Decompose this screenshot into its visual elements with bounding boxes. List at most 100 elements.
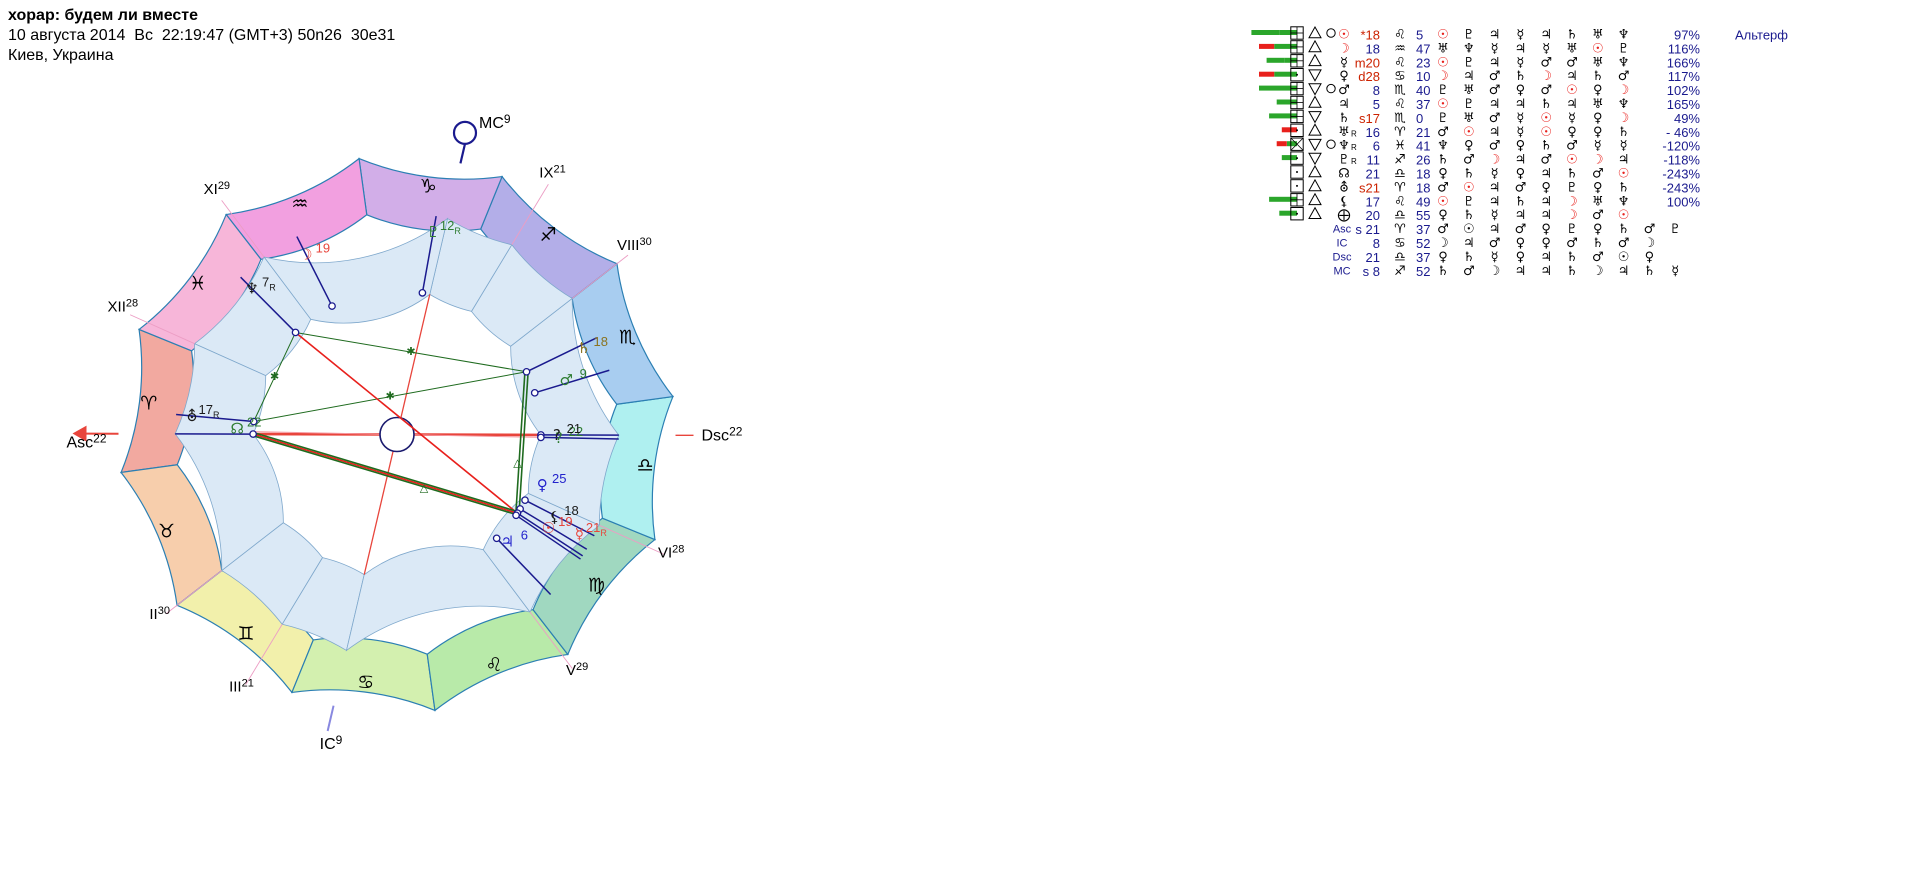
svg-text:♃: ♃ bbox=[1489, 97, 1501, 112]
svg-text:♀: ♀ bbox=[1541, 222, 1551, 237]
svg-text:♀: ♀ bbox=[1339, 69, 1349, 84]
svg-text:♇: ♇ bbox=[1618, 41, 1630, 56]
svg-text:☿: ☿ bbox=[1516, 28, 1524, 43]
svg-text:♃: ♃ bbox=[1489, 180, 1501, 195]
svg-text:♂: ♂ bbox=[1566, 236, 1578, 251]
svg-text:♈: ♈ bbox=[1394, 180, 1406, 195]
svg-text:♄: ♄ bbox=[1463, 208, 1475, 223]
svg-text:♇: ♇ bbox=[1669, 222, 1681, 237]
svg-text:♆: ♆ bbox=[1463, 41, 1475, 56]
svg-text:☉: ☉ bbox=[1592, 41, 1604, 56]
svg-text:♂: ♂ bbox=[1463, 264, 1475, 279]
svg-text:0: 0 bbox=[1416, 111, 1423, 126]
svg-text:♎: ♎ bbox=[1394, 250, 1406, 265]
svg-text:♄: ♄ bbox=[1618, 180, 1630, 195]
svg-text:♃: ♃ bbox=[1515, 264, 1527, 279]
svg-text:♈: ♈ bbox=[1394, 222, 1406, 237]
svg-text:♀: ♀ bbox=[1593, 180, 1603, 195]
svg-text:102%: 102% bbox=[1667, 83, 1701, 98]
svg-text:d28: d28 bbox=[1358, 69, 1380, 84]
svg-text:♋: ♋ bbox=[1394, 236, 1406, 251]
svg-text:☽: ☽ bbox=[1489, 264, 1501, 279]
svg-text:♆: ♆ bbox=[1618, 194, 1630, 209]
svg-text:♅: ♅ bbox=[1338, 125, 1350, 140]
svg-text:♅: ♅ bbox=[1592, 194, 1604, 209]
svg-text:♂: ♂ bbox=[1489, 83, 1501, 98]
svg-text:♄: ♄ bbox=[1566, 167, 1578, 182]
svg-text:♀: ♀ bbox=[1516, 139, 1526, 154]
svg-text:IC: IC bbox=[1337, 238, 1348, 250]
svg-text:37: 37 bbox=[1416, 250, 1430, 265]
svg-text:11: 11 bbox=[1367, 153, 1381, 168]
svg-text:117%: 117% bbox=[1668, 69, 1701, 84]
svg-text:♄: ♄ bbox=[1540, 97, 1552, 112]
svg-text:8: 8 bbox=[1373, 236, 1380, 251]
svg-text:♂: ♂ bbox=[1338, 83, 1350, 98]
svg-text:♀: ♀ bbox=[1593, 83, 1603, 98]
svg-text:♄: ♄ bbox=[1618, 222, 1630, 237]
svg-text:♒: ♒ bbox=[1394, 41, 1406, 56]
svg-text:♄: ♄ bbox=[1566, 28, 1578, 43]
svg-text:♇: ♇ bbox=[1463, 194, 1475, 209]
svg-text:♆: ♆ bbox=[1338, 139, 1350, 154]
svg-text:☽: ☽ bbox=[1618, 111, 1630, 126]
svg-text:♆: ♆ bbox=[1437, 139, 1449, 154]
svg-text:☿: ☿ bbox=[1568, 111, 1576, 126]
svg-text:s17: s17 bbox=[1359, 111, 1380, 126]
svg-text:☉: ☉ bbox=[1566, 153, 1578, 168]
svg-text:☿: ☿ bbox=[1516, 125, 1524, 140]
svg-text:♃: ♃ bbox=[1540, 250, 1552, 265]
svg-text:18: 18 bbox=[1416, 167, 1430, 182]
svg-text:116%: 116% bbox=[1668, 41, 1701, 56]
svg-text:♂: ♂ bbox=[1489, 69, 1501, 84]
svg-text:♃: ♃ bbox=[1338, 97, 1350, 112]
svg-text:♀: ♀ bbox=[1593, 111, 1603, 126]
svg-text:☿: ☿ bbox=[1620, 139, 1628, 154]
svg-text:♃: ♃ bbox=[1540, 208, 1552, 223]
svg-text:♃: ♃ bbox=[1515, 97, 1527, 112]
svg-text:♄: ♄ bbox=[1463, 250, 1475, 265]
svg-text:♇: ♇ bbox=[1463, 28, 1475, 43]
svg-text:☽: ☽ bbox=[1566, 208, 1578, 223]
svg-text:Альтерф: Альтерф bbox=[1735, 28, 1788, 43]
svg-text:☽: ☽ bbox=[1338, 41, 1350, 56]
svg-text:26: 26 bbox=[1416, 153, 1430, 168]
svg-text:♂: ♂ bbox=[1540, 83, 1552, 98]
svg-text:♇: ♇ bbox=[1566, 180, 1578, 195]
svg-text:♇: ♇ bbox=[1463, 97, 1475, 112]
svg-text:♂: ♂ bbox=[1540, 153, 1552, 168]
svg-text:♄: ♄ bbox=[1592, 69, 1604, 84]
svg-text:♃: ♃ bbox=[1489, 194, 1501, 209]
svg-text:♂: ♂ bbox=[1566, 55, 1578, 70]
svg-text:♀: ♀ bbox=[1464, 139, 1474, 154]
svg-text:♄: ♄ bbox=[1644, 264, 1656, 279]
svg-text:♃: ♃ bbox=[1463, 69, 1475, 84]
svg-text:16: 16 bbox=[1366, 125, 1380, 140]
svg-text:♂: ♂ bbox=[1644, 222, 1656, 237]
svg-text:21: 21 bbox=[1416, 125, 1430, 140]
svg-text:20: 20 bbox=[1366, 208, 1380, 223]
svg-text:40: 40 bbox=[1416, 83, 1430, 98]
svg-text:♂: ♂ bbox=[1515, 222, 1527, 237]
svg-text:5: 5 bbox=[1416, 28, 1423, 43]
svg-text:R: R bbox=[1351, 157, 1357, 166]
svg-text:- 46%: - 46% bbox=[1666, 125, 1700, 140]
svg-text:☽: ☽ bbox=[1437, 69, 1449, 84]
svg-text:♃: ♃ bbox=[1540, 194, 1552, 209]
svg-text:♀: ♀ bbox=[1438, 167, 1448, 182]
svg-text:166%: 166% bbox=[1667, 55, 1701, 70]
svg-text:♀: ♀ bbox=[1541, 236, 1551, 251]
svg-text:⛢: ⛢ bbox=[1339, 180, 1349, 195]
svg-text:♂: ♂ bbox=[1515, 180, 1527, 195]
svg-text:☿: ☿ bbox=[1491, 208, 1499, 223]
svg-text:♄: ♄ bbox=[1338, 111, 1350, 126]
svg-text:☿: ☿ bbox=[1491, 41, 1499, 56]
svg-text:5: 5 bbox=[1373, 97, 1380, 112]
svg-text:♇: ♇ bbox=[1463, 55, 1475, 70]
svg-text:☉: ☉ bbox=[1566, 83, 1578, 98]
svg-text:♀: ♀ bbox=[1645, 250, 1655, 265]
svg-text:♇: ♇ bbox=[1437, 83, 1449, 98]
svg-text:☉: ☉ bbox=[1338, 28, 1350, 43]
svg-text:☽: ☽ bbox=[1540, 69, 1552, 84]
svg-text:♄: ♄ bbox=[1515, 69, 1527, 84]
